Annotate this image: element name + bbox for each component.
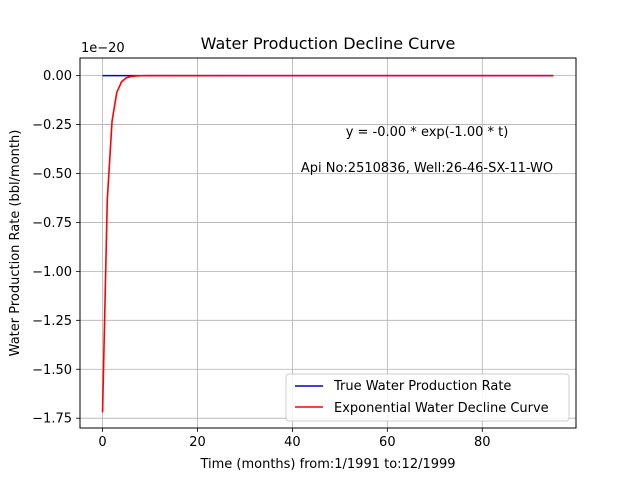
x-tick-label: 0 [98,435,106,450]
x-tick-label: 20 [189,435,206,450]
legend-box [285,373,570,422]
equation-annotation: y = -0.00 * exp(-1.00 * t) [346,125,509,140]
x-tick-label: 80 [474,435,491,450]
y-offset-label: 1e−20 [81,41,125,56]
y-tick-label: −1.75 [32,412,72,427]
x-tick-label: 60 [379,435,396,450]
y-tick-label: −0.50 [32,167,72,182]
chart-title: Water Production Decline Curve [201,34,456,53]
x-tick-label: 40 [284,435,301,450]
y-tick-label: 0.00 [43,69,72,84]
legend-label-true: True Water Production Rate [333,379,511,394]
series-exponential-decline [101,74,554,413]
y-tick-label: −1.50 [32,363,72,378]
y-tick-label: −1.25 [32,314,72,329]
y-tick-label: −0.25 [32,118,72,133]
legend-label-exponential: Exponential Water Decline Curve [334,401,549,416]
y-tick-label: −0.75 [32,216,72,231]
axis-ticks: 0 20 40 60 80 0.00 −0.25 −0.50 −0.75 −1.00 −1.25 −1… [32,69,490,450]
grid [80,58,576,428]
well-annotation: Api No:2510836, Well:26-46-SX-11-WO [301,161,553,176]
legend: True Water Production Rate Exponential W… [285,373,570,422]
x-axis-label: Time (months) from:1/1991 to:12/1999 [199,457,455,472]
y-axis-label: Water Production Rate (bbl/month) [8,130,23,357]
series-layer [101,74,554,413]
y-tick-label: −1.00 [32,265,72,280]
plot-frame [79,57,577,429]
